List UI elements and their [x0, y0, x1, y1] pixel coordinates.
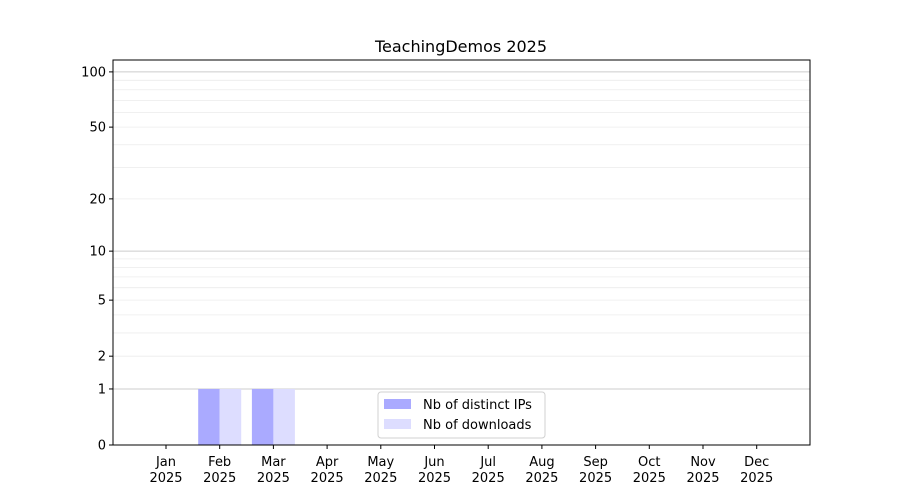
y-tick-label: 1 [98, 382, 106, 397]
y-tick-label: 5 [98, 294, 106, 309]
x-tick-label-year: 2025 [579, 471, 612, 486]
x-tick-label-year: 2025 [203, 471, 236, 486]
x-tick-label-month: Jun [423, 455, 444, 470]
x-tick-label-month: Oct [638, 455, 660, 470]
x-tick-label-year: 2025 [257, 471, 290, 486]
x-tick-label-month: Dec [744, 455, 769, 470]
x-tick-label-month: Jul [479, 455, 496, 470]
x-tick-label-year: 2025 [686, 471, 719, 486]
bar-nb-of-distinct-ips [198, 388, 220, 445]
y-tick-label: 2 [98, 350, 106, 365]
x-tick-label-month: Apr [316, 455, 339, 470]
x-tick-label-month: Nov [690, 455, 716, 470]
x-tick-label-month: Sep [583, 455, 608, 470]
legend-box [377, 391, 546, 439]
bar-nb-of-downloads [273, 388, 295, 445]
x-tick-label-month: Jan [155, 455, 176, 470]
x-tick-label-year: 2025 [149, 471, 182, 486]
y-tick-label: 100 [81, 65, 106, 80]
x-tick-label-year: 2025 [311, 471, 344, 486]
x-tick-label-year: 2025 [633, 471, 666, 486]
x-tick-label-year: 2025 [472, 471, 505, 486]
y-tick-label: 10 [89, 245, 106, 260]
x-tick-label-year: 2025 [525, 471, 558, 486]
x-tick-label-month: Feb [208, 455, 231, 470]
x-tick-label-year: 2025 [740, 471, 773, 486]
legend-swatch [384, 419, 411, 429]
bar-nb-of-downloads [219, 388, 242, 445]
plot-frame [112, 59, 811, 446]
y-tick-label: 50 [89, 121, 106, 136]
chart-title: TeachingDemos 2025 [374, 37, 547, 56]
x-tick-label-year: 2025 [418, 471, 451, 486]
x-tick-label-month: Aug [529, 455, 554, 470]
legend-swatch [384, 399, 411, 409]
x-tick-label-year: 2025 [364, 471, 397, 486]
legend-label: Nb of distinct IPs [423, 398, 532, 413]
legend-label: Nb of downloads [423, 418, 532, 433]
legend: Nb of distinct IPs Nb of downloads [377, 391, 546, 439]
x-tick-label-month: Mar [261, 455, 286, 470]
bar-nb-of-distinct-ips [251, 388, 274, 445]
y-tick-label: 20 [89, 192, 106, 207]
x-tick-label-month: May [367, 455, 394, 470]
y-tick-label: 0 [98, 439, 106, 454]
